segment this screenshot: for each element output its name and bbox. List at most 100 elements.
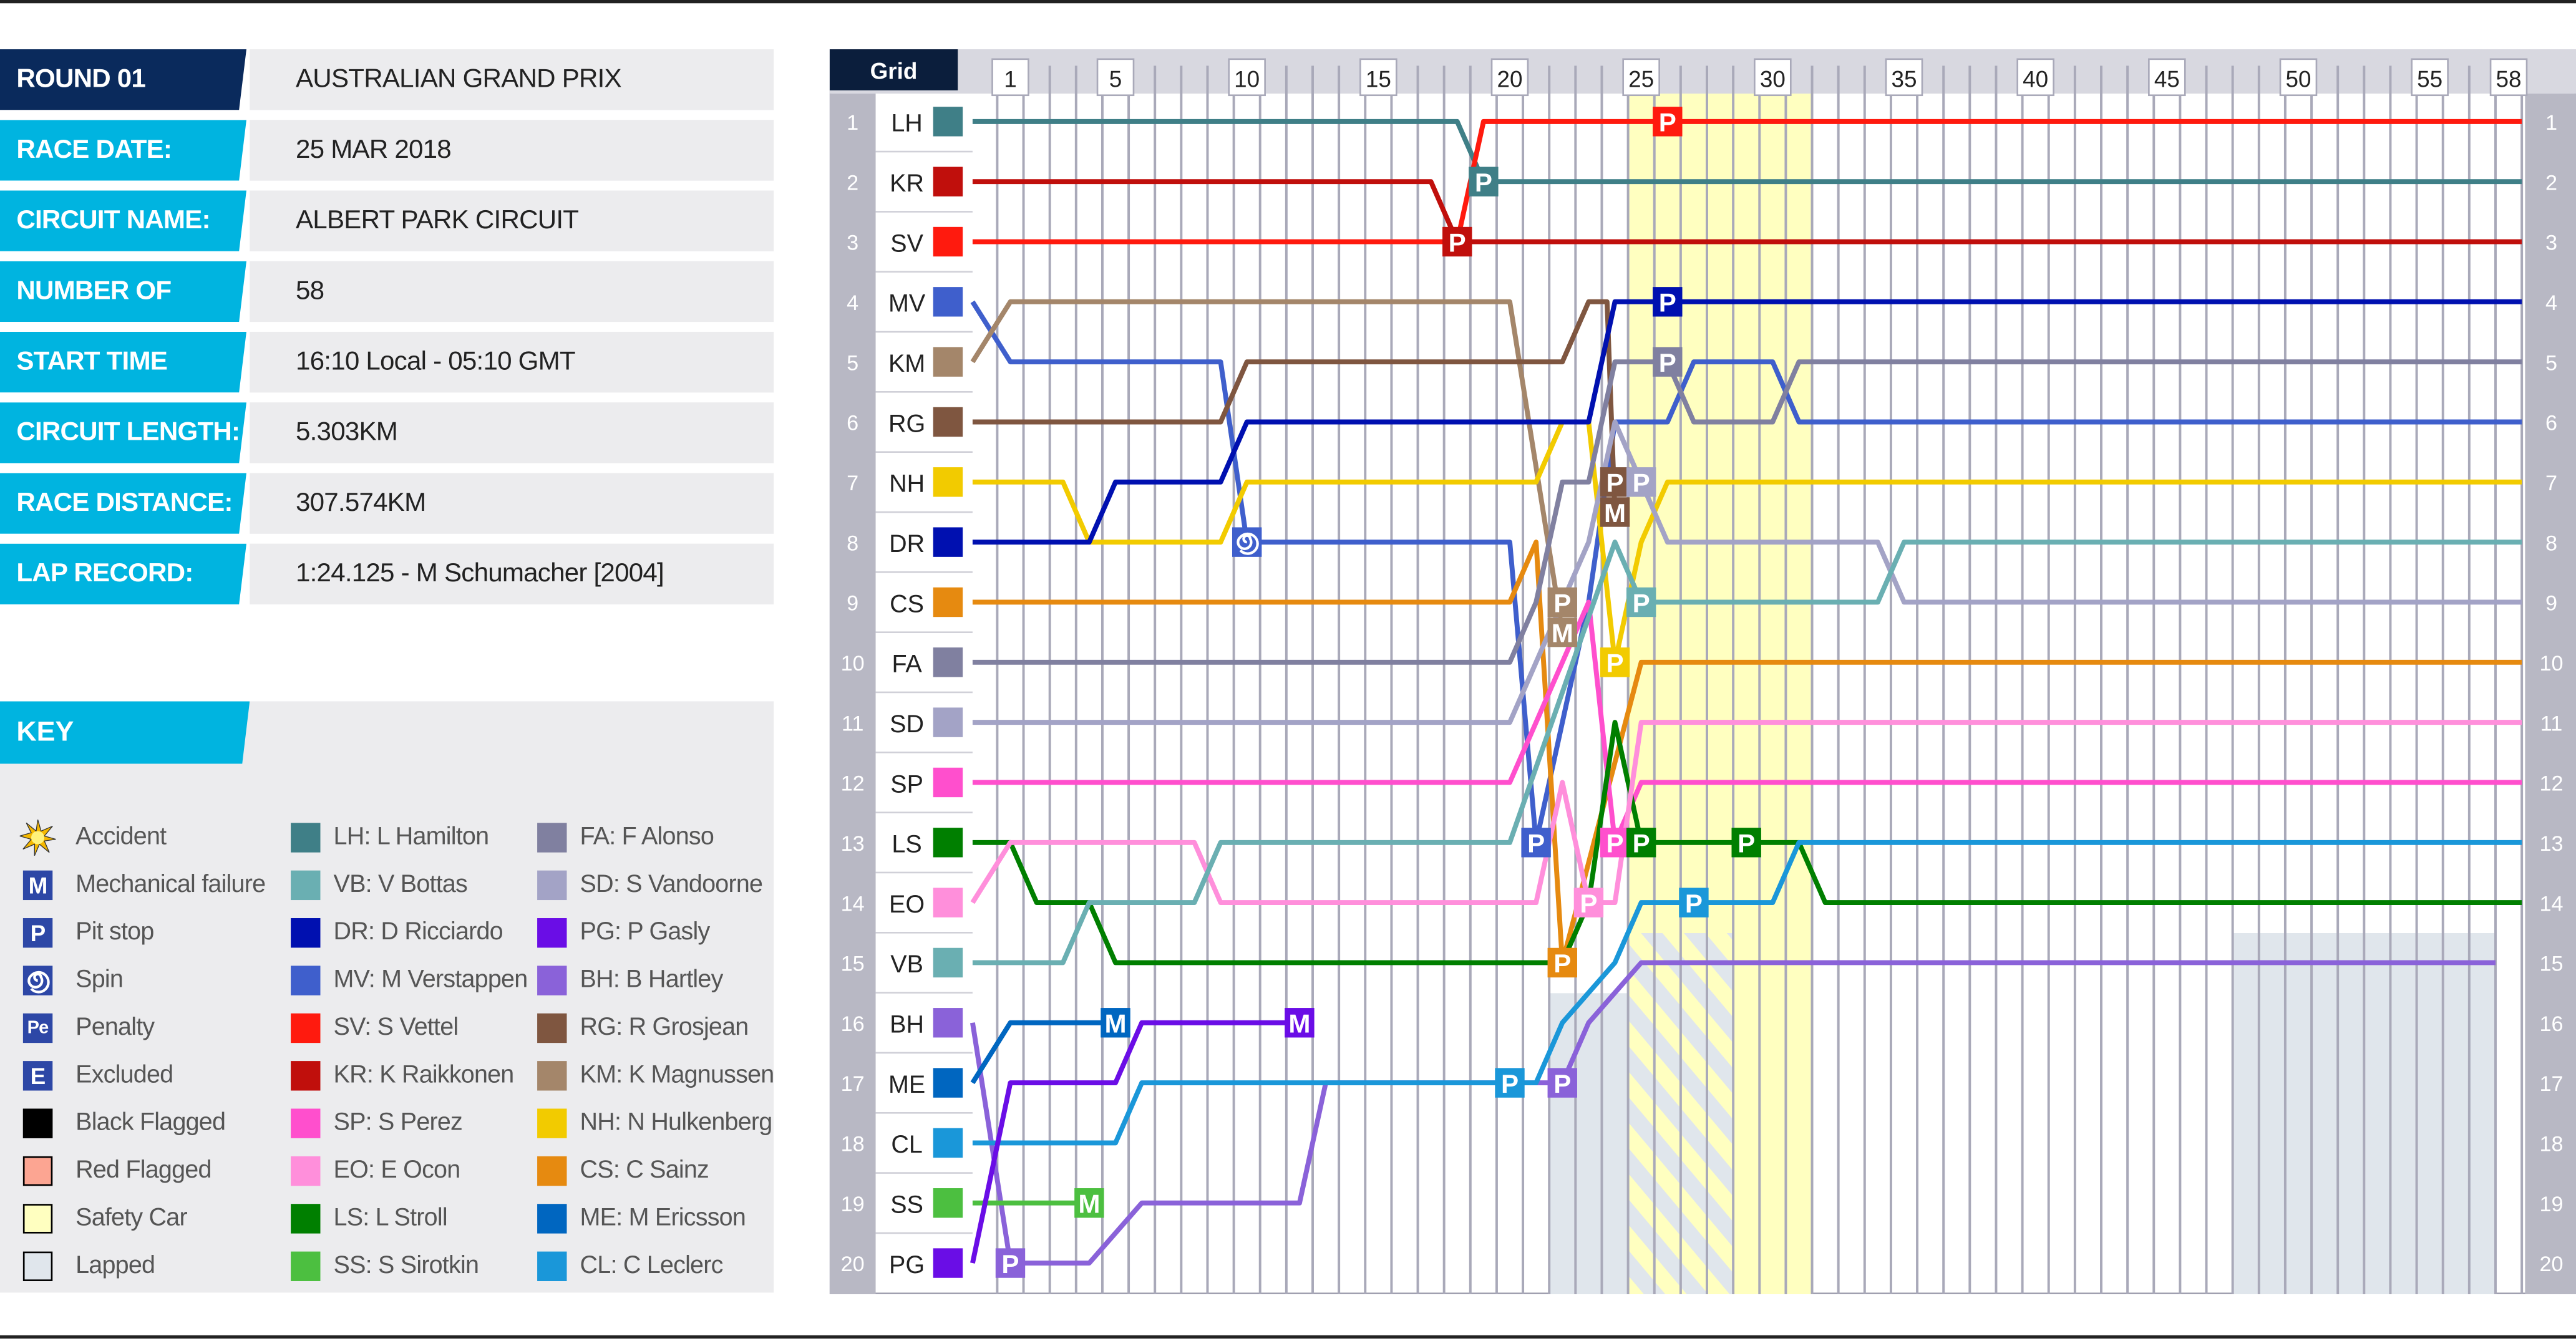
key-label: Lapped (75, 1251, 155, 1280)
key-driver-label: LH: L Hamilton (333, 823, 490, 851)
info-row: RACE DATE: 25 MAR 2018 (0, 120, 774, 181)
grid-position-number: 19 (841, 1193, 865, 1216)
lap-tick-label: 1 (1004, 67, 1017, 92)
driver-color-swatch (537, 1251, 567, 1281)
key-driver-label: SV: S Vettel (333, 1013, 459, 1042)
info-row: CIRCUIT LENGTH: 5.303KM (0, 402, 774, 463)
lap-tick-label: 10 (1234, 67, 1260, 92)
grid-position-number: 4 (847, 291, 858, 315)
pit-stop-marker: P (1626, 467, 1656, 498)
lap-tick-label: 35 (1891, 67, 1917, 92)
grid-driver-swatch (933, 1008, 963, 1038)
driver-color-swatch (291, 1061, 321, 1091)
spin-icon (22, 966, 53, 995)
driver-line-vb (972, 540, 2522, 966)
driver-color-swatch (537, 1108, 567, 1138)
key-title: KEY (0, 701, 250, 764)
finish-position-number: 3 (2545, 231, 2557, 255)
key-driver-label: DR: D Ricciardo (333, 918, 503, 946)
driver-color-swatch (291, 823, 321, 853)
key-driver-label: CL: C Leclerc (580, 1251, 724, 1280)
key-label: Black Flagged (75, 1108, 226, 1137)
grid-driver-swatch (933, 828, 963, 858)
key-label: Pit stop (75, 918, 154, 946)
driver-line-me (970, 1020, 1116, 1085)
finish-position-number: 6 (2545, 412, 2557, 435)
mechanical-failure-marker: M (1547, 617, 1577, 647)
pit-stop-icon: P (1633, 588, 1650, 617)
pit-stop-marker: P (1547, 587, 1577, 617)
driver-color-swatch (291, 1251, 321, 1281)
grid-driver-swatch (933, 587, 963, 617)
pit-stop-icon: P (1580, 889, 1597, 918)
finish-position-number: 7 (2545, 472, 2557, 495)
key-driver-label: SD: S Vandoorne (580, 870, 763, 899)
driver-color-swatch (537, 1013, 567, 1043)
grid-driver-swatch (933, 287, 963, 317)
info-label: NUMBER OF LAPS: (0, 261, 246, 322)
mechanical-failure-marker: M (1101, 1008, 1130, 1038)
grid-driver-code: SD (890, 710, 924, 738)
info-value: 1:24.125 - M Schumacher [2004] (250, 543, 774, 605)
finish-position-number: 4 (2545, 291, 2557, 315)
pit-stop-icon: P (1001, 1249, 1019, 1279)
lap-tick-label: 20 (1497, 67, 1523, 92)
pit-stop-icon: P (1553, 949, 1571, 978)
marker-box (1469, 167, 1499, 196)
pit-stop-icon: P (1685, 889, 1703, 918)
pit-stop-marker: P (1653, 347, 1683, 377)
info-value: 25 MAR 2018 (250, 120, 774, 181)
marker-box (1547, 617, 1577, 647)
grid-position-number: 3 (847, 231, 858, 255)
lap-tick-box (2148, 58, 2186, 97)
bottom-rule (0, 1335, 2576, 1339)
pit-stop-icon: P (22, 918, 53, 948)
lap-tick-label: 58 (2496, 67, 2522, 92)
lap-tick-box (2016, 58, 2054, 97)
mechanical-failure-marker: M (1285, 1008, 1315, 1038)
driver-color-swatch (537, 918, 567, 948)
spin-icon (1237, 532, 1259, 555)
grid-driver-code: LS (892, 831, 921, 858)
pit-stop-marker: P (1626, 587, 1656, 617)
key-driver-label: KM: K Magnussen (580, 1061, 775, 1089)
driver-line-pg (970, 1020, 1300, 1264)
finish-position-number: 20 (2539, 1252, 2563, 1276)
key-driver-label: ME: M Ericsson (580, 1204, 746, 1232)
grid-driver-swatch (933, 647, 963, 677)
grid-driver-swatch (933, 1188, 963, 1218)
marker-box (995, 1248, 1026, 1278)
grid-driver-code: BH (890, 1011, 924, 1038)
lap-tick-label: 15 (1366, 67, 1391, 92)
driver-line-dr (972, 299, 2522, 545)
driver-color-swatch (291, 870, 321, 901)
marker-box (1626, 828, 1656, 858)
grid-driver-code: KM (888, 350, 925, 377)
pit-stop-icon: P (1659, 348, 1676, 377)
finish-position-number: 9 (2545, 592, 2557, 616)
pit-stop-icon: P (1501, 1069, 1519, 1098)
info-label: RACE DATE: (0, 120, 246, 181)
grid-position-number: 5 (847, 351, 858, 375)
marker-box (1600, 497, 1630, 527)
grid-driver-swatch (933, 347, 963, 377)
pit-stop-icon: P (1553, 1069, 1571, 1098)
marker-box (1573, 888, 1604, 917)
pit-stop-marker: P (995, 1248, 1026, 1279)
driver-color-swatch (291, 1013, 321, 1043)
marker-box (1547, 587, 1577, 617)
info-value: 307.574KM (250, 473, 774, 534)
pit-stop-marker: P (1600, 647, 1630, 678)
lap-tick-box (2411, 58, 2449, 97)
pit-stop-marker: P (1442, 226, 1472, 257)
marker-box (1600, 467, 1630, 497)
spin-marker (1232, 527, 1262, 557)
pit-stop-marker: P (1653, 287, 1683, 317)
info-value: ALBERT PARK CIRCUIT (250, 190, 774, 251)
driver-line-sp (972, 599, 2522, 845)
grid-driver-swatch (933, 467, 963, 497)
marker-box (1600, 647, 1630, 677)
key-driver-label: PG: P Gasly (580, 918, 711, 946)
finish-position-column (2525, 94, 2576, 1295)
info-row: LAP RECORD: 1:24.125 - M Schumacher [2004… (0, 543, 774, 605)
